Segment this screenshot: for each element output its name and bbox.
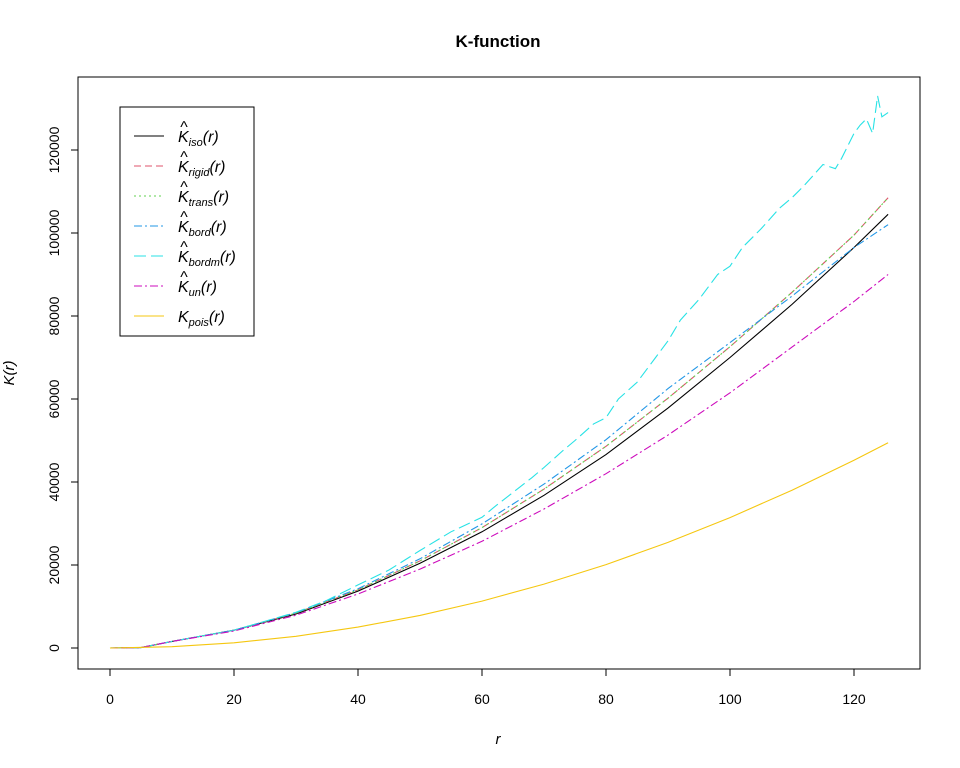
x-tick-label: 20 (226, 691, 242, 707)
y-tick-label: 20000 (46, 545, 62, 584)
y-tick-label: 100000 (46, 209, 62, 256)
series-line-pois (109, 442, 889, 649)
x-tick-label: 0 (106, 691, 114, 707)
y-axis-label: K(r) (1, 361, 18, 386)
x-tick-label: 100 (718, 691, 742, 707)
legend-label: Kiso(r) (178, 129, 219, 149)
legend-hat: ^ (180, 209, 188, 226)
y-tick-label: 60000 (46, 379, 62, 418)
series-line-un (109, 274, 889, 649)
y-tick-label: 80000 (46, 296, 62, 335)
legend-hat: ^ (180, 179, 188, 196)
legend-label: Kun(r) (178, 279, 217, 299)
legend-label: Krigid(r) (178, 159, 225, 179)
legend-box (119, 106, 255, 337)
plot-lines (109, 95, 889, 649)
x-tick-label: 80 (598, 691, 614, 707)
legend-item-iso: Kiso(r)^ (178, 119, 219, 149)
y-tick-label: 40000 (46, 462, 62, 501)
legend-label: Kpois(r) (178, 309, 225, 329)
legend-item-bord: Kbord(r)^ (178, 209, 227, 239)
legend-label: Ktrans(r) (178, 189, 229, 209)
legend-item-rigid: Krigid(r)^ (178, 149, 225, 179)
y-axis: 0 20000 40000 60000 80000 100000 120000 (46, 126, 79, 652)
x-axis: 0 20 40 60 80 100 120 (106, 668, 866, 707)
legend-label: Kbord(r) (178, 219, 227, 239)
legend-hat: ^ (180, 269, 188, 286)
legend: Kiso(r)^Krigid(r)^Ktrans(r)^Kbord(r)^Kbo… (119, 106, 255, 337)
legend-item-trans: Ktrans(r)^ (178, 179, 229, 209)
x-tick-label: 120 (842, 691, 866, 707)
chart-title: K-function (456, 32, 541, 51)
legend-label: Kbordm(r) (178, 249, 236, 269)
legend-hat: ^ (180, 119, 188, 136)
legend-item-pois: Kpois(r) (178, 309, 225, 329)
legend-item-bordm: Kbordm(r)^ (178, 239, 236, 269)
legend-hat: ^ (180, 149, 188, 166)
x-tick-label: 40 (350, 691, 366, 707)
y-tick-label: 0 (46, 644, 62, 652)
y-tick-label: 120000 (46, 126, 62, 173)
legend-item-un: Kun(r)^ (178, 269, 217, 299)
x-tick-label: 60 (474, 691, 490, 707)
x-axis-label: r (496, 731, 502, 748)
legend-hat: ^ (180, 239, 188, 256)
series-line-bordm (109, 95, 889, 649)
